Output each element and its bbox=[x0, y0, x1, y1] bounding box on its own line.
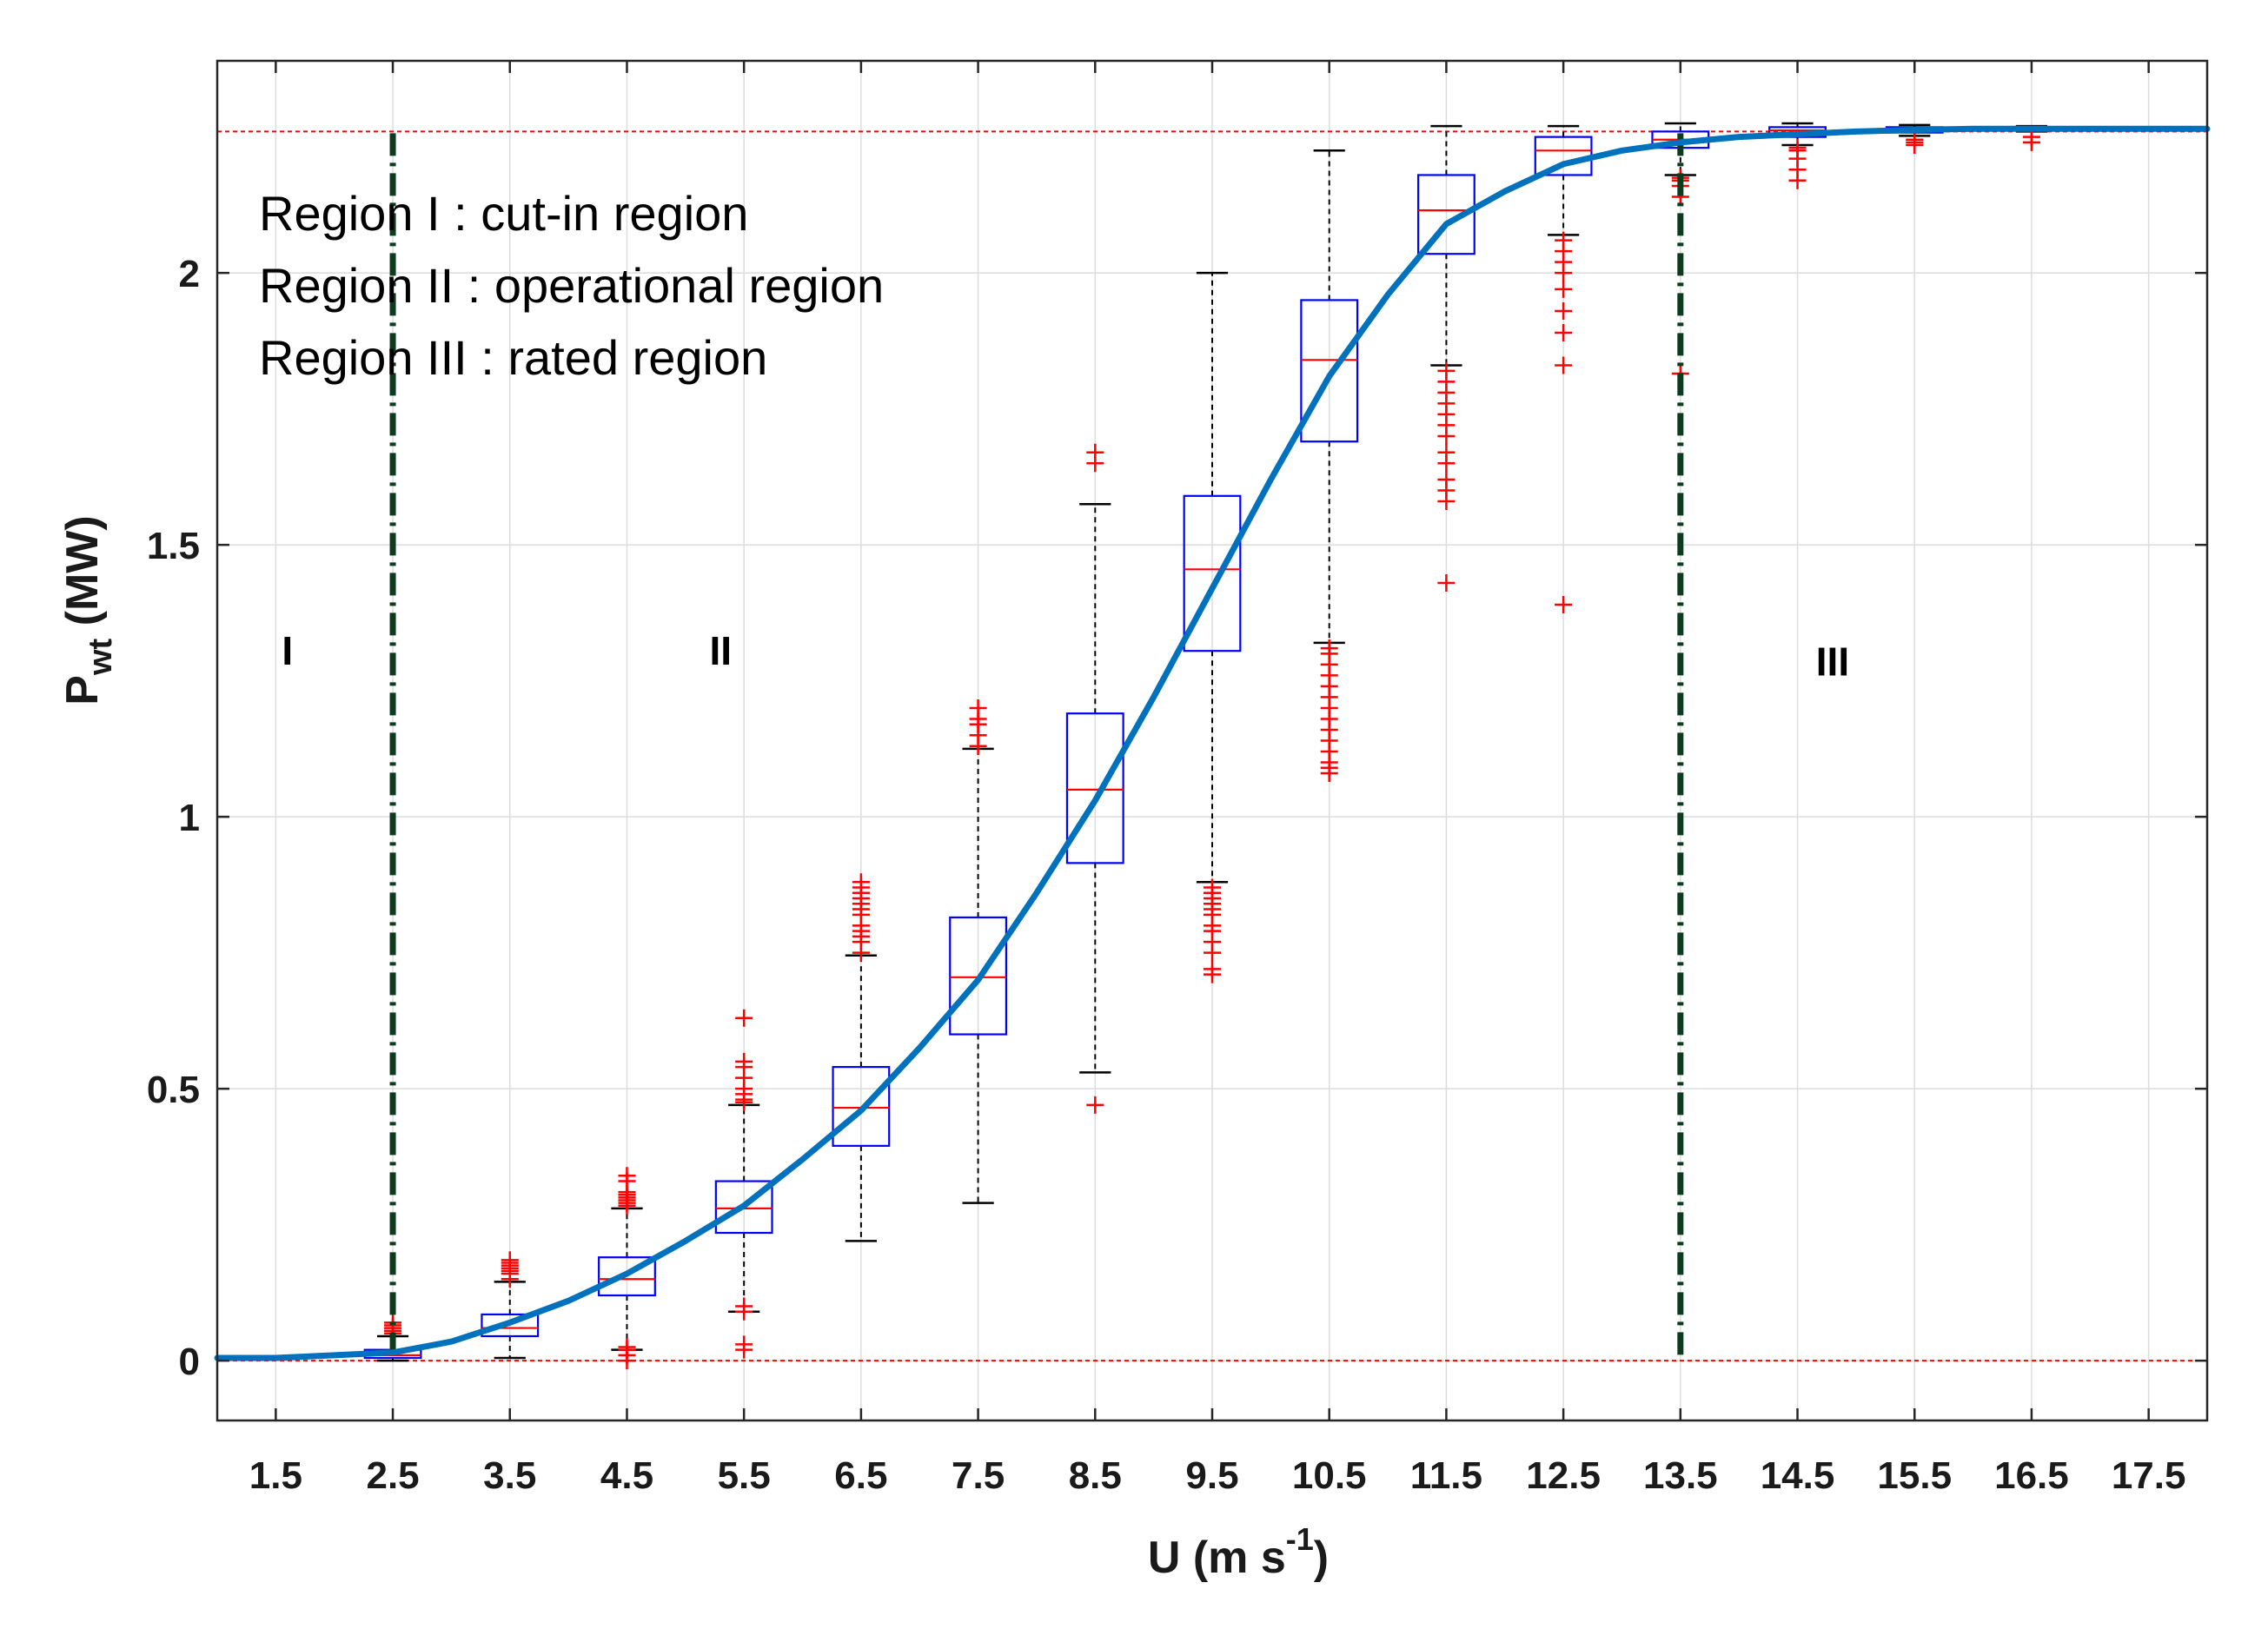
y-axis-label-main: P bbox=[57, 675, 108, 705]
legend-text-line: Region III : rated region bbox=[259, 330, 767, 385]
outlier-marker bbox=[1788, 139, 1807, 157]
x-tick-label: 14.5 bbox=[1761, 1454, 1835, 1497]
x-tick-label: 7.5 bbox=[952, 1454, 1005, 1497]
outlier-marker bbox=[1320, 639, 1338, 658]
boxplot-group bbox=[1300, 149, 1359, 783]
outlier-marker bbox=[1204, 878, 1221, 897]
mean-power-curve bbox=[214, 125, 2211, 1361]
x-axis-label-main: U (m s bbox=[1148, 1533, 1286, 1583]
outlier-marker bbox=[501, 1251, 519, 1269]
x-tick-label: 17.5 bbox=[2112, 1454, 2186, 1497]
power-curve-layer bbox=[214, 125, 2211, 1361]
x-tick-label: 16.5 bbox=[1994, 1454, 2069, 1497]
y-tick-label: 1 bbox=[179, 797, 200, 839]
x-tick-label: 11.5 bbox=[1410, 1454, 1482, 1497]
outlier-marker bbox=[1437, 573, 1456, 592]
y-tick-label: 0 bbox=[179, 1341, 200, 1383]
box-iqr bbox=[481, 1313, 540, 1338]
outlier-marker bbox=[735, 1052, 753, 1070]
x-tick-label: 1.5 bbox=[249, 1454, 302, 1497]
outlier-marker bbox=[618, 1338, 636, 1356]
x-tick-label: 8.5 bbox=[1069, 1454, 1122, 1497]
y-axis-label-rest: (MW) bbox=[57, 515, 108, 638]
x-tick-label: 3.5 bbox=[483, 1454, 536, 1497]
outlier-marker bbox=[618, 1167, 636, 1185]
outlier-marker bbox=[735, 1335, 753, 1354]
region-label: I bbox=[282, 628, 293, 673]
boxplot-group bbox=[1416, 124, 1476, 592]
x-tick-label: 9.5 bbox=[1185, 1454, 1238, 1497]
boxplot-group bbox=[832, 873, 891, 1242]
x-tick-label: 6.5 bbox=[834, 1454, 887, 1497]
y-axis-label-subscript: wt bbox=[83, 638, 119, 676]
outlier-marker bbox=[1437, 443, 1456, 461]
outlier-marker bbox=[735, 1297, 753, 1315]
x-tick-label: 5.5 bbox=[718, 1454, 771, 1497]
region-label: II bbox=[709, 628, 732, 673]
outlier-marker bbox=[1086, 1096, 1104, 1114]
boxplot-group bbox=[481, 1251, 540, 1360]
boxplot-layer bbox=[363, 122, 2061, 1370]
box-iqr bbox=[832, 1065, 891, 1147]
outlier-marker bbox=[1555, 301, 1573, 320]
outlier-marker bbox=[735, 1009, 753, 1027]
boxplot-group bbox=[598, 1167, 656, 1370]
box-iqr bbox=[1183, 494, 1242, 652]
x-axis-label-superscript: -1 bbox=[1286, 1521, 1314, 1557]
x-tick-label: 13.5 bbox=[1643, 1454, 1718, 1497]
outlier-marker bbox=[1906, 130, 1924, 149]
axes-layer: 1.5 2.5 3.5 4.5 5.5 6.5 7.5 8.5 9.5 10.5 11.5 12.5 1… bbox=[57, 59, 2209, 1583]
outlier-marker bbox=[1555, 280, 1573, 298]
region-label: III bbox=[1816, 639, 1849, 684]
outlier-marker bbox=[852, 873, 870, 891]
outlier-marker bbox=[1555, 324, 1573, 341]
annotation-layer: Region I : cut-in region Region II : oper… bbox=[259, 186, 1849, 684]
legend-text-line: Region I : cut-in region bbox=[259, 186, 748, 241]
x-tick-label: 4.5 bbox=[600, 1454, 653, 1497]
x-tick-label: 2.5 bbox=[366, 1454, 419, 1497]
outlier-marker bbox=[1437, 361, 1456, 380]
x-axis-label: U (m s-1) bbox=[1148, 1521, 1329, 1583]
x-tick-label: 10.5 bbox=[1292, 1454, 1367, 1497]
y-tick-label: 1.5 bbox=[147, 525, 200, 567]
boxplot-group bbox=[714, 1009, 773, 1359]
x-tick-label: 15.5 bbox=[1877, 1454, 1952, 1497]
box-iqr bbox=[1416, 174, 1476, 255]
legend-text-line: Region II : operational region bbox=[259, 258, 884, 313]
outlier-marker bbox=[1437, 471, 1456, 489]
y-tick-label: 2 bbox=[179, 253, 200, 295]
box-iqr bbox=[598, 1256, 656, 1297]
box-iqr bbox=[949, 916, 1008, 1036]
box-iqr bbox=[1065, 712, 1124, 864]
outlier-marker bbox=[1555, 231, 1573, 249]
outlier-marker bbox=[1555, 356, 1573, 374]
region-boundaries bbox=[389, 133, 1684, 1361]
y-axis-label: Pwt (MW) bbox=[57, 515, 119, 705]
boxplot-group bbox=[1183, 271, 1242, 983]
box-iqr bbox=[1300, 299, 1359, 443]
outlier-marker bbox=[1555, 596, 1573, 613]
outlier-marker bbox=[1086, 443, 1104, 461]
boxplot-group bbox=[1065, 443, 1124, 1114]
y-tick-label: 0.5 bbox=[147, 1069, 200, 1111]
x-axis-label-close: ) bbox=[1314, 1533, 1329, 1583]
outlier-marker bbox=[969, 699, 987, 717]
x-tick-label: 12.5 bbox=[1526, 1454, 1601, 1497]
outlier-marker bbox=[1204, 960, 1221, 978]
box-iqr bbox=[714, 1180, 773, 1235]
